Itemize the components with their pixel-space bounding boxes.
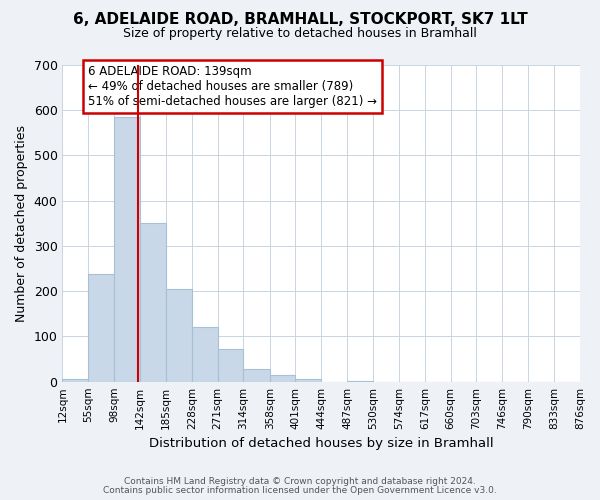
Text: Contains public sector information licensed under the Open Government Licence v3: Contains public sector information licen… (103, 486, 497, 495)
Bar (166, 290, 192, 382)
X-axis label: Distribution of detached houses by size in Bramhall: Distribution of detached houses by size … (149, 437, 494, 450)
Bar (269, 375, 295, 382)
Y-axis label: Number of detached properties: Number of detached properties (15, 125, 28, 322)
Bar (295, 378, 321, 382)
Bar (244, 370, 269, 382)
Text: 6, ADELAIDE ROAD, BRAMHALL, STOCKPORT, SK7 1LT: 6, ADELAIDE ROAD, BRAMHALL, STOCKPORT, S… (73, 12, 527, 28)
Bar (218, 348, 244, 382)
Bar (88, 274, 114, 382)
Text: 6 ADELAIDE ROAD: 139sqm
← 49% of detached houses are smaller (789)
51% of semi-d: 6 ADELAIDE ROAD: 139sqm ← 49% of detache… (88, 65, 377, 108)
Bar (192, 328, 218, 382)
Text: Size of property relative to detached houses in Bramhall: Size of property relative to detached ho… (123, 28, 477, 40)
Bar (140, 224, 166, 382)
Bar (62, 380, 88, 382)
Text: Contains HM Land Registry data © Crown copyright and database right 2024.: Contains HM Land Registry data © Crown c… (124, 477, 476, 486)
Bar (114, 117, 140, 382)
Bar (347, 381, 373, 382)
